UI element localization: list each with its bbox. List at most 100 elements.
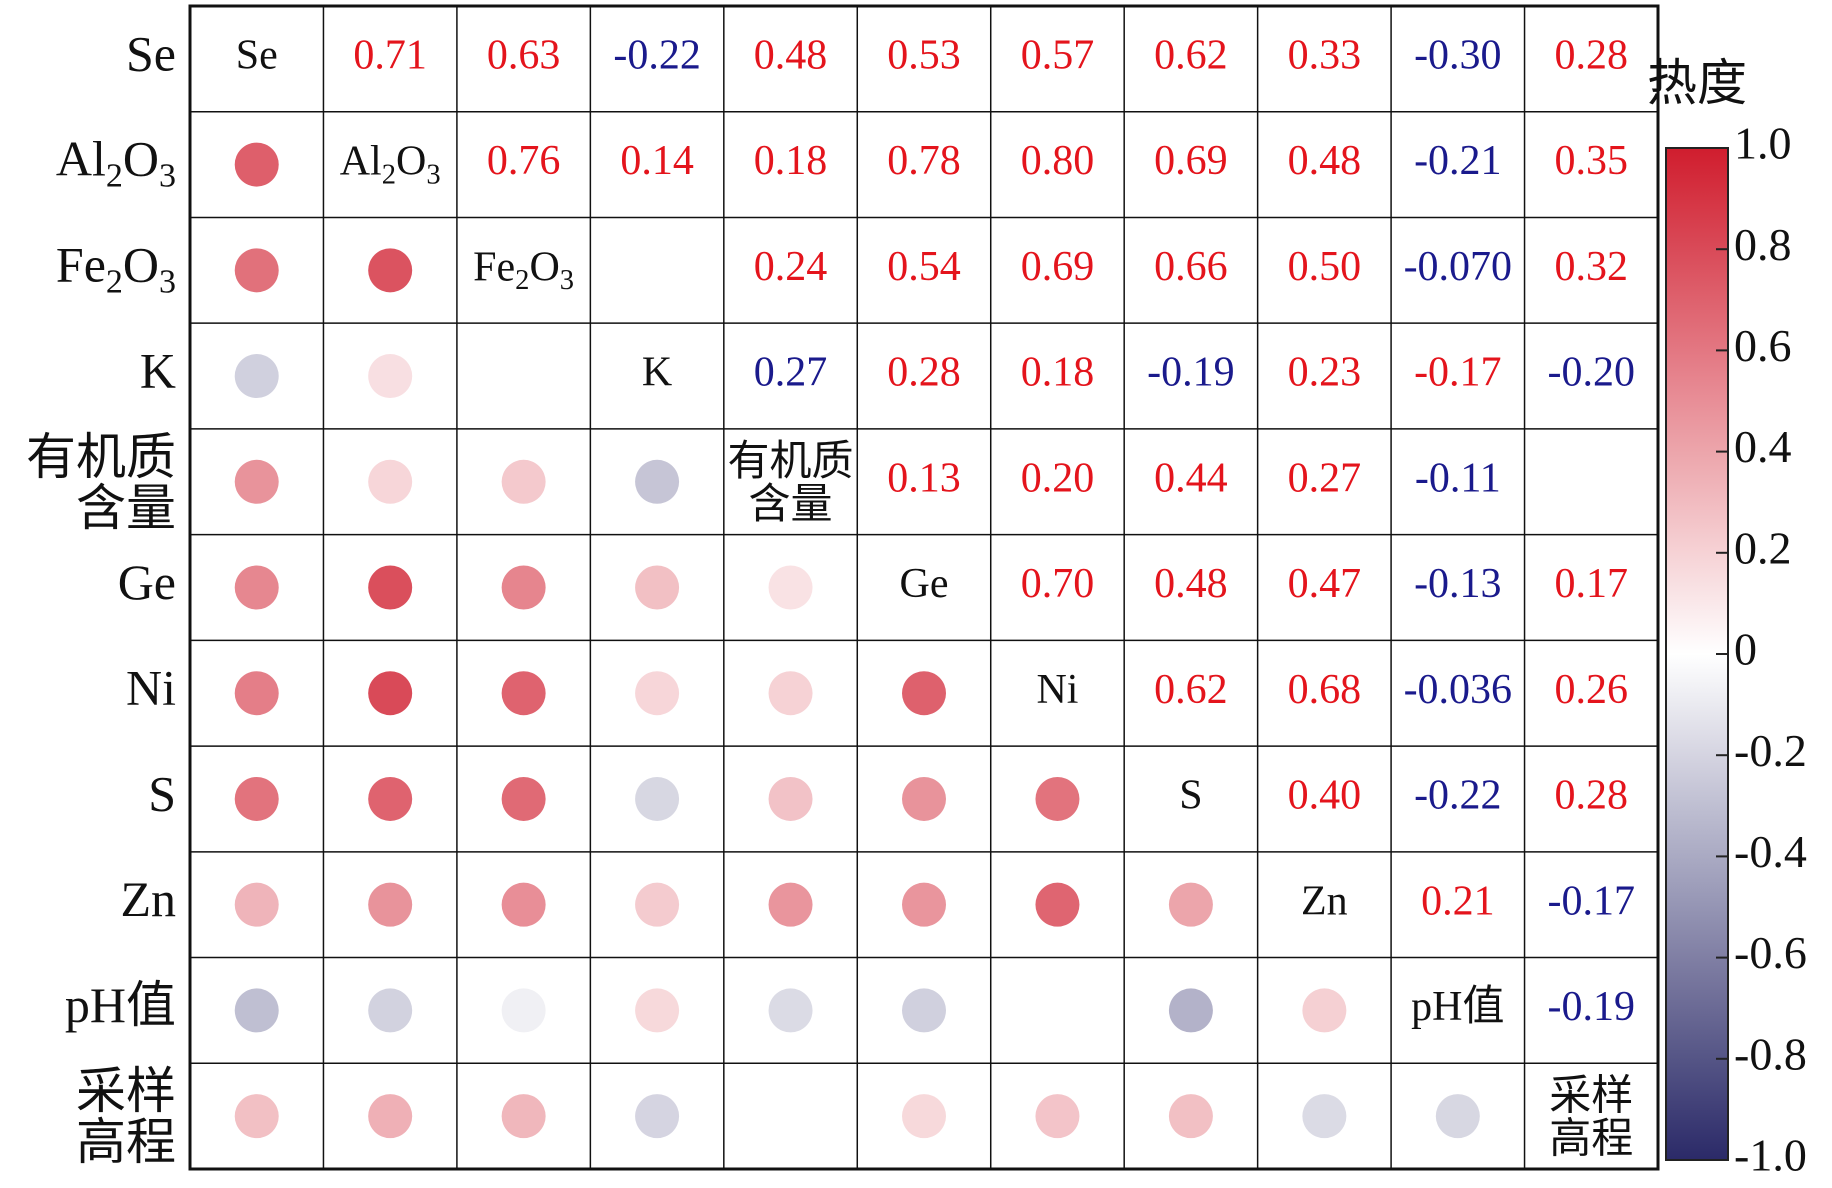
correlation-value: 0.78 [887,138,961,184]
correlation-circle [768,776,813,821]
label-part: Al [56,131,106,187]
heatmap-grid [188,4,1660,1171]
diagonal-label: 有机质含量 [728,439,854,528]
correlation-value: 0.70 [1021,561,1095,607]
row-label: S [148,765,176,821]
upper-values: 0.71 0.63 -0.22 0.48 0.53 0.57 0.62 0.33 -0.30 0.… [353,33,1635,1031]
diagonal-label: Ge [900,561,949,607]
correlation-circle [368,776,413,821]
colorbar-tick-label: 0.8 [1734,219,1792,270]
label-subscript: 3 [159,157,176,194]
grid-border [188,4,1660,1171]
correlation-value: 0.27 [1288,455,1362,501]
correlation-circle [234,988,279,1033]
correlation-circle [501,882,546,927]
correlation-circle [234,776,279,821]
correlation-value: 0.53 [887,33,961,79]
label-part: O [123,237,159,293]
correlation-value: -0.11 [1415,455,1501,501]
label-line: 有机质 [26,429,176,485]
correlation-circle [234,459,279,504]
label-part: Fe [473,244,515,290]
colorbar-tick-label: -0.2 [1734,725,1807,776]
correlation-circle [1168,882,1213,927]
diagonal-label: S [1179,773,1202,819]
correlation-circle [368,459,413,504]
colorbar-title: 热度 [1647,55,1747,111]
row-label: Ge [118,554,176,610]
correlation-value: 0.14 [620,138,694,184]
correlation-value: 0.28 [887,350,961,396]
correlation-circle [501,459,546,504]
correlation-circle [635,459,680,504]
correlation-value: 0.68 [1288,667,1362,713]
correlation-value: 0.69 [1021,244,1095,290]
correlation-circle [902,988,946,1033]
row-label: Ni [126,660,176,716]
colorbar-tick-label: 0.4 [1734,421,1792,472]
correlation-circle [368,882,413,927]
colorbar-tick-label: 1.0 [1734,118,1792,169]
correlation-value: 0.62 [1154,667,1228,713]
correlation-value: 0.50 [1288,244,1362,290]
label-subscript: 3 [159,263,176,300]
diagonal-label: Ni [1036,667,1078,713]
lower-circles [234,142,1480,1139]
correlation-value: -0.22 [613,33,701,79]
correlation-circle [902,1094,946,1139]
correlation-circle [635,1094,680,1139]
correlation-value: 0.23 [1288,350,1362,396]
correlation-value: 0.17 [1555,561,1629,607]
row-label: 采样高程 [76,1063,176,1170]
correlation-value: 0.35 [1555,138,1629,184]
correlation-value: 0.33 [1288,33,1362,79]
label-part: O [123,131,159,187]
correlation-value: -0.19 [1147,350,1235,396]
correlation-circle [635,671,680,716]
correlation-circle [1302,988,1347,1033]
colorbar-tick-label: 0 [1734,624,1757,675]
colorbar-tick-label: -0.4 [1734,826,1807,877]
correlation-value: 0.13 [887,455,961,501]
correlation-value: 0.44 [1154,455,1228,501]
correlation-value: -0.17 [1414,350,1502,396]
colorbar-tick-label: -1.0 [1734,1130,1807,1181]
correlation-circle [635,988,680,1033]
correlation-circle [234,882,279,927]
correlation-value: 0.48 [1288,138,1362,184]
correlation-value: 0.18 [1021,350,1095,396]
correlation-circle [368,248,413,293]
correlation-circle [1035,776,1080,821]
row-label: pH值 [65,977,176,1033]
correlation-circle [768,565,813,610]
label-subscript: 3 [426,159,440,190]
correlation-value: 0.26 [1555,667,1629,713]
colorbar-tick-label: 0.2 [1734,522,1792,573]
correlation-circle [234,248,279,293]
correlation-circle [768,671,813,716]
row-label: 有机质含量 [26,429,176,536]
correlation-circle [635,565,680,610]
correlation-value: -0.070 [1404,244,1513,290]
label-subscript: 2 [382,159,396,190]
correlation-circle [234,354,279,399]
correlation-value: 0.63 [487,33,561,79]
correlation-value: 0.18 [754,138,828,184]
label-line: 含量 [749,482,833,528]
correlation-value: -0.13 [1414,561,1502,607]
correlation-circle [1435,1094,1480,1139]
correlation-circle [902,776,946,821]
correlation-circle [501,776,546,821]
row-label: Se [126,25,176,81]
correlation-circle [501,671,546,716]
diagonal-label: Zn [1301,878,1348,924]
label-line: 含量 [76,480,176,536]
row-label: Al2O3 [56,131,176,194]
correlation-value: 0.48 [754,33,828,79]
correlation-circle [768,988,813,1033]
correlation-circle [501,565,546,610]
correlation-circle [368,354,413,399]
label-subscript: 2 [106,157,123,194]
label-line: 采样 [76,1063,176,1119]
